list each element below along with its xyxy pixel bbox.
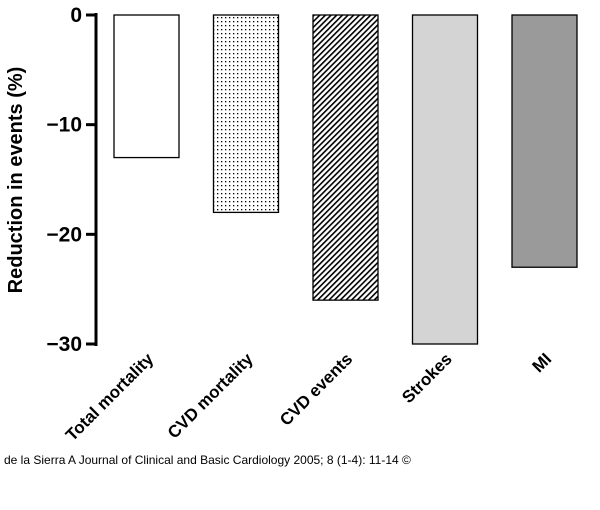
y-tick-label: −20 <box>46 223 82 246</box>
category-label: Strokes <box>398 349 456 407</box>
citation-text: de la Sierra A Journal of Clinical and B… <box>4 453 411 467</box>
bar-total-mortality <box>113 14 180 159</box>
category-label: CVD mortality <box>164 349 257 442</box>
y-axis-label: Reduction in events (%) <box>5 67 27 294</box>
bar-cvd-events <box>312 14 379 301</box>
category-label: CVD events <box>276 349 356 429</box>
y-axis <box>86 13 98 346</box>
bar-cvd-mortality <box>212 14 280 214</box>
category-label: Total mortality <box>62 349 158 445</box>
bar-mi <box>511 14 578 268</box>
y-tick-label: −10 <box>46 114 82 137</box>
bar-strokes <box>411 14 479 345</box>
bars-layer <box>113 14 578 345</box>
category-label: MI <box>529 349 556 376</box>
y-tick-label: −30 <box>46 333 82 356</box>
y-tick-labels: 0 −10 −20 −30 <box>46 4 82 356</box>
y-tick-label: 0 <box>70 4 82 27</box>
category-labels: Total mortality CVD mortality CVD events St… <box>62 349 555 445</box>
